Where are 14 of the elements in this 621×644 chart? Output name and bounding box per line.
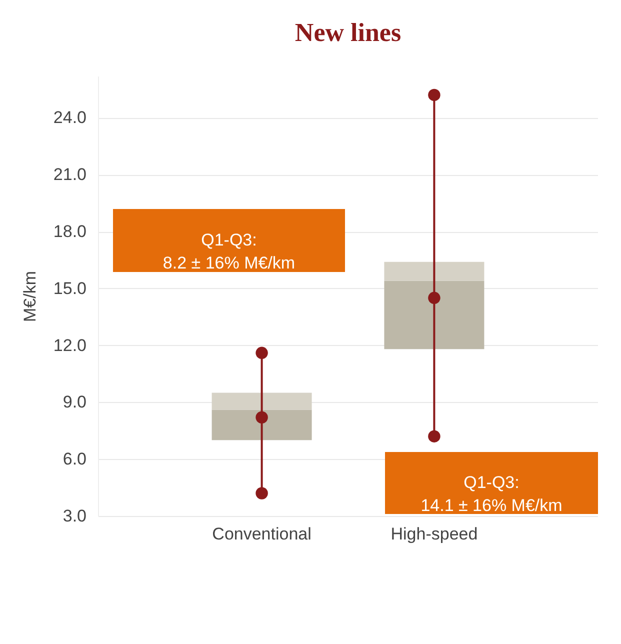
y-tick-label: 12.0 <box>53 336 86 355</box>
y-tick-label: 9.0 <box>62 392 86 412</box>
y-tick-label: 6.0 <box>62 450 86 469</box>
x-tick-label: Conventional <box>212 524 312 544</box>
y-tick-label: 18.0 <box>53 222 86 242</box>
y-tick-label: 3.0 <box>62 506 86 526</box>
y-tick-label: 21.0 <box>53 165 86 184</box>
y-axis-title: M€/km <box>20 271 40 322</box>
y-tick-label: 15.0 <box>53 278 86 298</box>
x-tick-label: High-speed <box>390 524 478 544</box>
y-tick-label: 24.0 <box>53 108 86 128</box>
annotation: Q1-Q3: 8.2 ± 16% M€/km <box>162 230 296 272</box>
annotation: Q1-Q3: 14.1 ± 16% M€/km <box>420 473 562 515</box>
chart-title: New lines <box>294 18 402 47</box>
